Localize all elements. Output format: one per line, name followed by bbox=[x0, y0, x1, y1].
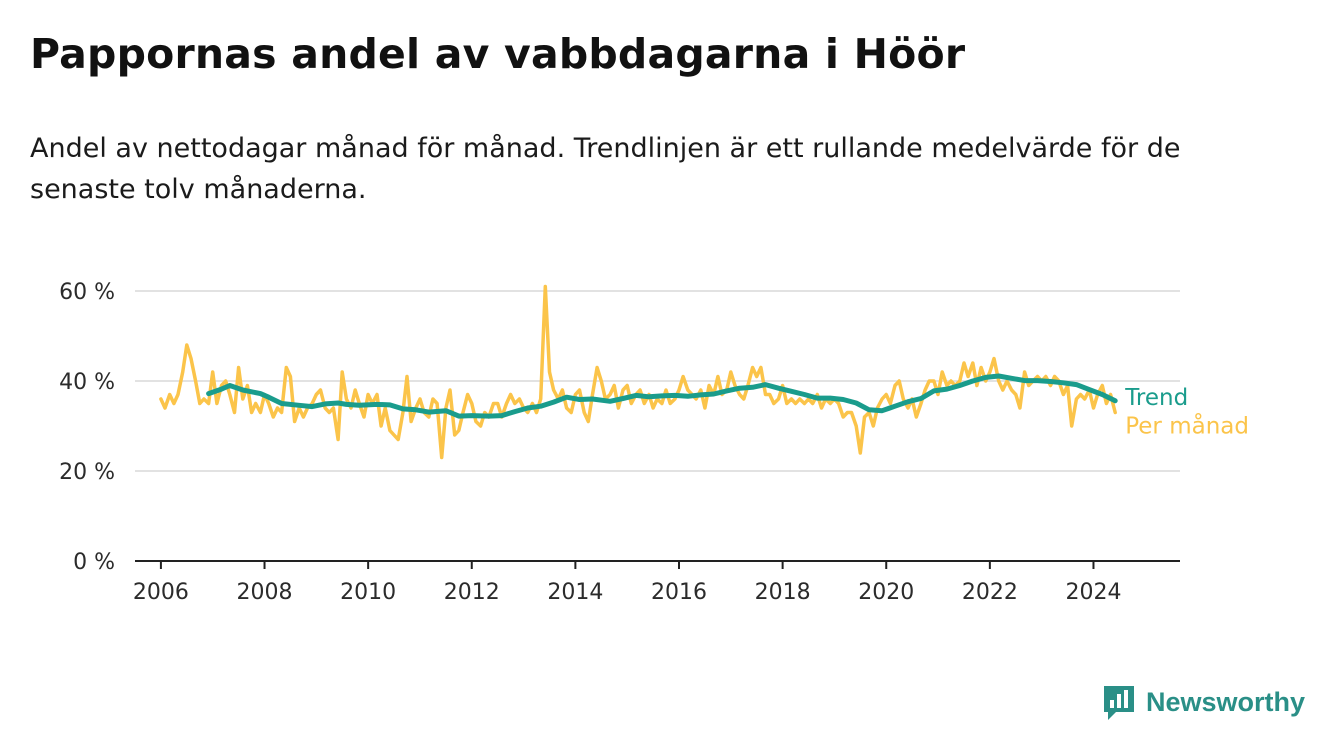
page-subtitle: Andel av nettodagar månad för månad. Tre… bbox=[30, 133, 1181, 205]
x-tick-label: 2006 bbox=[133, 580, 189, 605]
brand: Newsworthy bbox=[1102, 682, 1305, 722]
x-tick-label: 2012 bbox=[444, 580, 500, 605]
x-tick-label: 2018 bbox=[755, 580, 811, 605]
x-tick-label: 2022 bbox=[962, 580, 1018, 605]
series-label-trend: Trend bbox=[1124, 385, 1188, 411]
series-label-per-manad: Per månad bbox=[1125, 412, 1249, 440]
newsworthy-logo-icon bbox=[1104, 686, 1134, 720]
y-tick-label: 0 % bbox=[73, 550, 115, 575]
x-tick-label: 2020 bbox=[858, 580, 914, 605]
page-title: Pappornas andel av vabbdagarna i Höör bbox=[30, 30, 966, 78]
x-axis-ticks bbox=[159, 561, 1095, 569]
x-tick-label: 2024 bbox=[1065, 580, 1121, 605]
y-axis-labels: 0 % 20 % 40 % 60 % bbox=[59, 280, 115, 575]
x-tick-label: 2008 bbox=[237, 580, 293, 605]
brand-name: Newsworthy bbox=[1146, 686, 1306, 717]
x-tick-label: 2010 bbox=[340, 580, 396, 605]
y-tick-label: 60 % bbox=[59, 280, 115, 305]
x-axis-labels: 2006 2008 2010 2012 2014 2016 2018 2020 2022 2024 bbox=[133, 580, 1122, 605]
series-line-per-manad bbox=[159, 284, 1117, 460]
x-tick-label: 2016 bbox=[651, 580, 707, 605]
series-lines bbox=[159, 284, 1118, 460]
series-line-trend bbox=[206, 373, 1118, 419]
x-tick-label: 2014 bbox=[547, 580, 603, 605]
y-tick-label: 40 % bbox=[59, 370, 115, 395]
y-tick-label: 20 % bbox=[59, 460, 115, 485]
